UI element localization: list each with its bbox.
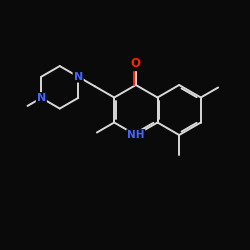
Text: N: N (37, 93, 46, 103)
Text: N: N (74, 72, 83, 82)
Text: O: O (131, 57, 141, 70)
Text: NH: NH (127, 130, 144, 140)
